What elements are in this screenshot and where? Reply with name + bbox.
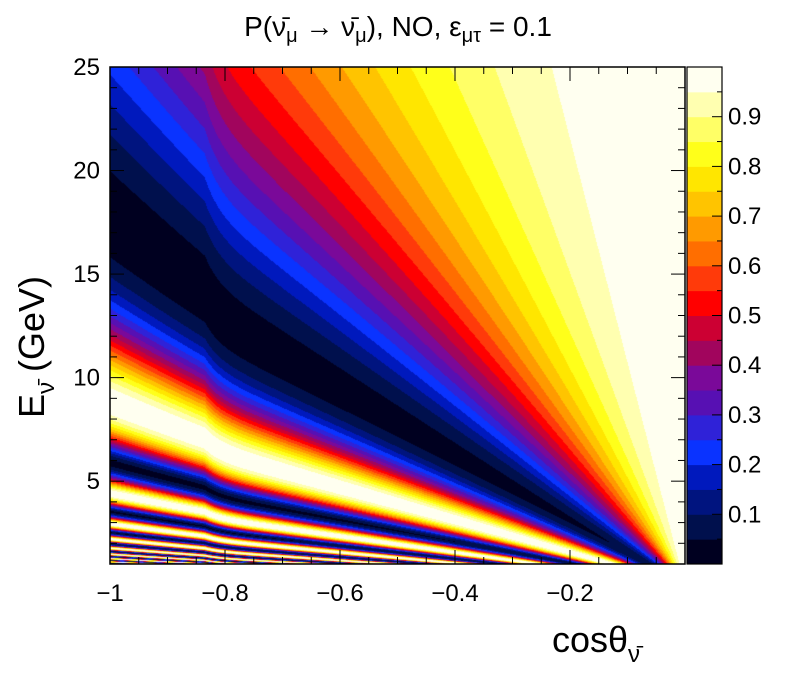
colorbar-swatch [687, 439, 722, 466]
x-tick-label: −0.8 [201, 580, 248, 607]
colorbar-tick-label: 0.2 [728, 452, 761, 479]
colorbar-tick-label: 0.1 [728, 501, 761, 528]
colorbar-tick-label: 0.9 [728, 104, 761, 131]
x-axis-ticks [109, 67, 686, 564]
colorbar [687, 67, 722, 565]
colorbar-swatch [687, 365, 722, 391]
colorbar-swatch [687, 240, 722, 267]
colorbar-swatch [687, 67, 722, 93]
x-axis-title-sub: ν̄ [628, 641, 644, 668]
colorbar-tick-label: 0.8 [728, 153, 761, 180]
heatmap-plot-area [110, 67, 685, 564]
colorbar-swatch [687, 166, 722, 192]
colorbar-swatch [687, 464, 722, 490]
colorbar-swatch [687, 91, 722, 118]
x-axis-title: cosθν̄ [552, 619, 644, 668]
title-mu-sub: μ [286, 25, 298, 47]
x-tick-label: −0.6 [316, 580, 363, 607]
y-axis-title: Eν̄ (GeV) [11, 276, 60, 418]
title-eps-sub: μτ [462, 25, 482, 47]
colorbar-swatch [687, 390, 722, 416]
colorbar-tick-label: 0.5 [728, 303, 761, 330]
colorbar-swatch [687, 290, 722, 316]
colorbar-swatch [687, 514, 722, 540]
title-arrow: → [298, 11, 342, 42]
colorbar-tick-label: 0.6 [728, 253, 761, 280]
colorbar-swatch [687, 141, 722, 167]
x-axis-tick-labels: −1 −0.8 −0.6 −0.4 −0.2 [96, 580, 593, 607]
colorbar-swatch [687, 216, 722, 242]
x-tick-label: −0.2 [546, 580, 593, 607]
colorbar-swatch [687, 116, 722, 143]
title-after: ), NO, [367, 11, 449, 42]
x-tick-label: −1 [96, 580, 123, 607]
x-tick-label: −0.4 [431, 580, 478, 607]
y-tick-label: 20 [73, 158, 100, 185]
colorbar-ticks [712, 91, 722, 540]
chart-title: P(ν̄μ → ν̄μ), NO, εμτ = 0.1 [244, 11, 552, 47]
title-prefix: P( [244, 11, 273, 42]
y-tick-label: 15 [73, 261, 100, 288]
y-axis-tick-labels: 5 10 15 20 25 [73, 54, 100, 495]
y-axis-title-rest: (GeV) [11, 276, 52, 382]
colorbar-tick-labels: 0.1 0.2 0.3 0.4 0.5 0.6 0.7 0.8 0.9 [728, 104, 761, 529]
heatmap-image [110, 67, 685, 564]
colorbar-swatch [687, 489, 722, 515]
colorbar-tick-label: 0.7 [728, 203, 761, 230]
x-axis-title-main: cosθ [552, 619, 628, 660]
colorbar-tick-label: 0.4 [728, 352, 761, 379]
colorbar-tick-label: 0.3 [728, 402, 761, 429]
title-eq-value: = 0.1 [481, 11, 552, 42]
colorbar-swatch [687, 539, 722, 565]
title-eps: ε [449, 11, 461, 42]
title-nu-bar: ν̄ [272, 11, 290, 42]
y-axis-ticks [110, 66, 685, 565]
title-mu-sub-2: μ [355, 25, 367, 47]
colorbar-swatch [687, 191, 722, 217]
colorbar-swatch [687, 315, 722, 341]
y-tick-label: 10 [73, 365, 100, 392]
colorbar-swatch [687, 265, 722, 292]
colorbar-swatch [687, 414, 722, 441]
y-axis-title-main: E [11, 394, 52, 418]
y-tick-label: 5 [87, 468, 100, 495]
title-nu-bar-2: ν̄ [341, 11, 359, 42]
colorbar-swatch [687, 340, 722, 366]
y-tick-label: 25 [73, 54, 100, 81]
